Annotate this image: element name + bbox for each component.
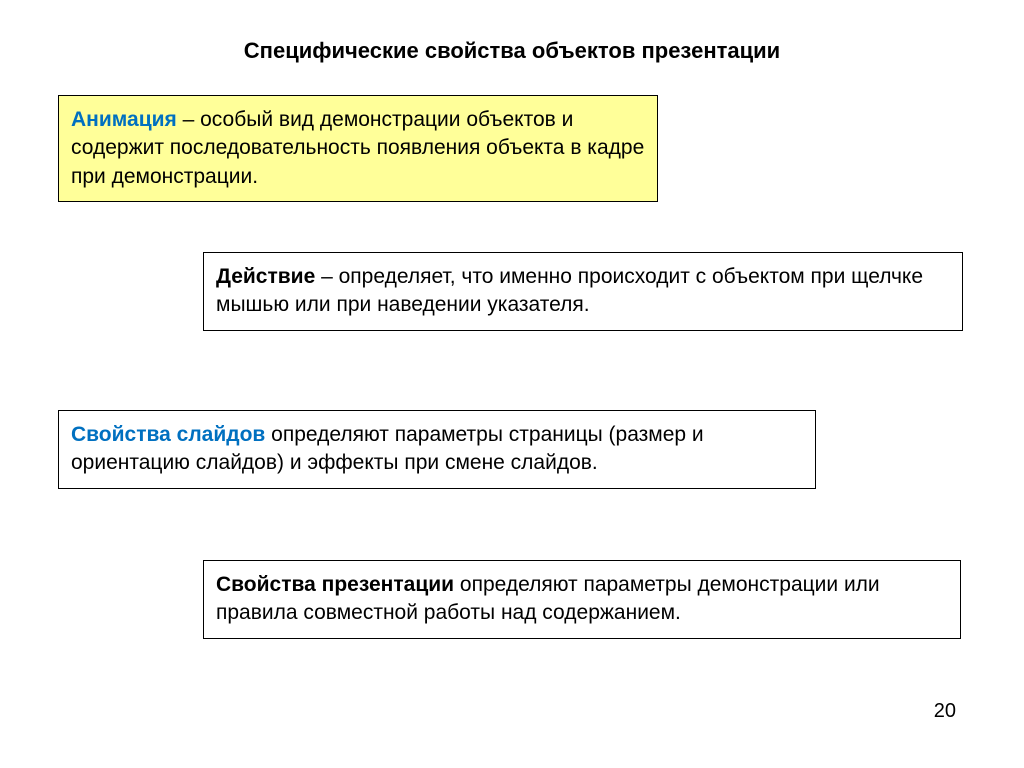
term-action: Действие <box>216 265 315 288</box>
term-presentation-properties: Свойства презентации <box>216 573 454 596</box>
page-number: 20 <box>934 700 956 723</box>
slide-title: Специфические свойства объектов презента… <box>0 0 1024 64</box>
definition-box-slide-properties: Свойства слайдов определяют параметры ст… <box>58 410 816 489</box>
definition-box-presentation-properties: Свойства презентации определяют параметр… <box>203 560 961 639</box>
text-action: – определяет, что именно происходит с об… <box>216 265 923 316</box>
term-slide-properties: Свойства слайдов <box>71 423 265 446</box>
definition-box-action: Действие – определяет, что именно происх… <box>203 252 963 331</box>
term-animation: Анимация <box>71 108 177 131</box>
definition-box-animation: Анимация – особый вид демонстрации объек… <box>58 95 658 202</box>
